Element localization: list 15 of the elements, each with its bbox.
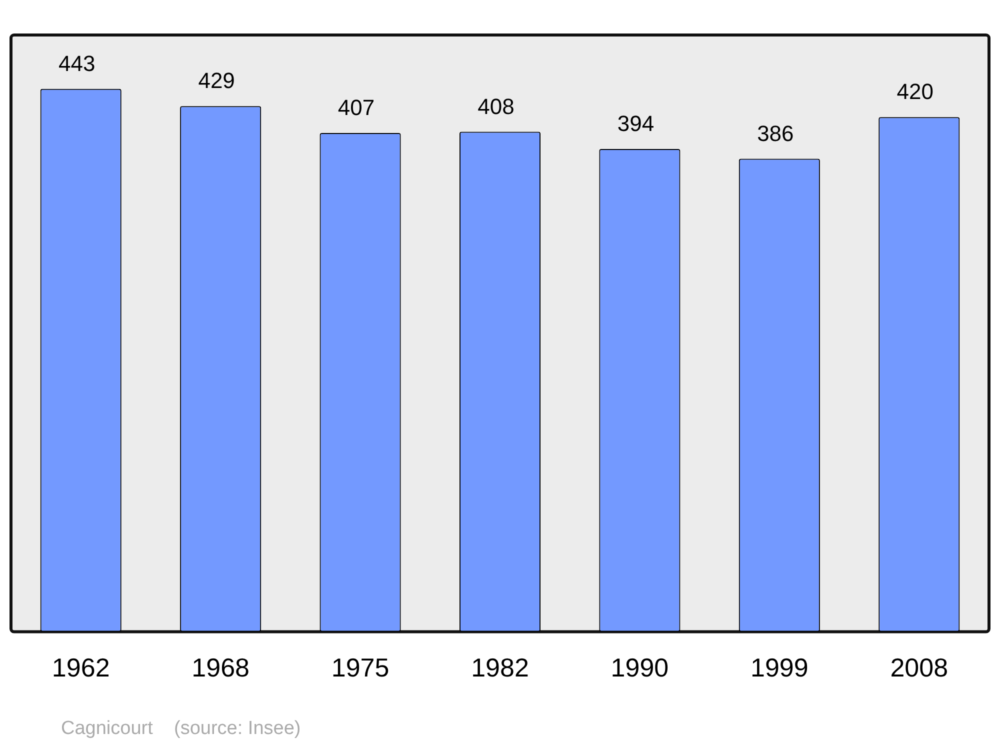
data-label: 407 — [338, 95, 375, 120]
data-label: 429 — [198, 68, 235, 94]
data-label: 420 — [896, 79, 934, 104]
data-label: 386 — [757, 120, 794, 146]
x-tick-label: 1962 — [52, 652, 110, 683]
x-tick-label: 1975 — [331, 652, 390, 683]
text: Cagnicourt (source: Insee) — [61, 718, 301, 740]
x-tick-label: 1990 — [610, 652, 669, 683]
data-label: 443 — [58, 50, 96, 76]
data-label: 408 — [478, 94, 514, 119]
x-tick-label: 2008 — [890, 652, 948, 683]
x-tick-label: 1968 — [192, 652, 250, 683]
x-tick-label: 1982 — [471, 652, 529, 683]
data-label: 394 — [617, 111, 654, 136]
x-tick-label: 1999 — [750, 652, 808, 683]
